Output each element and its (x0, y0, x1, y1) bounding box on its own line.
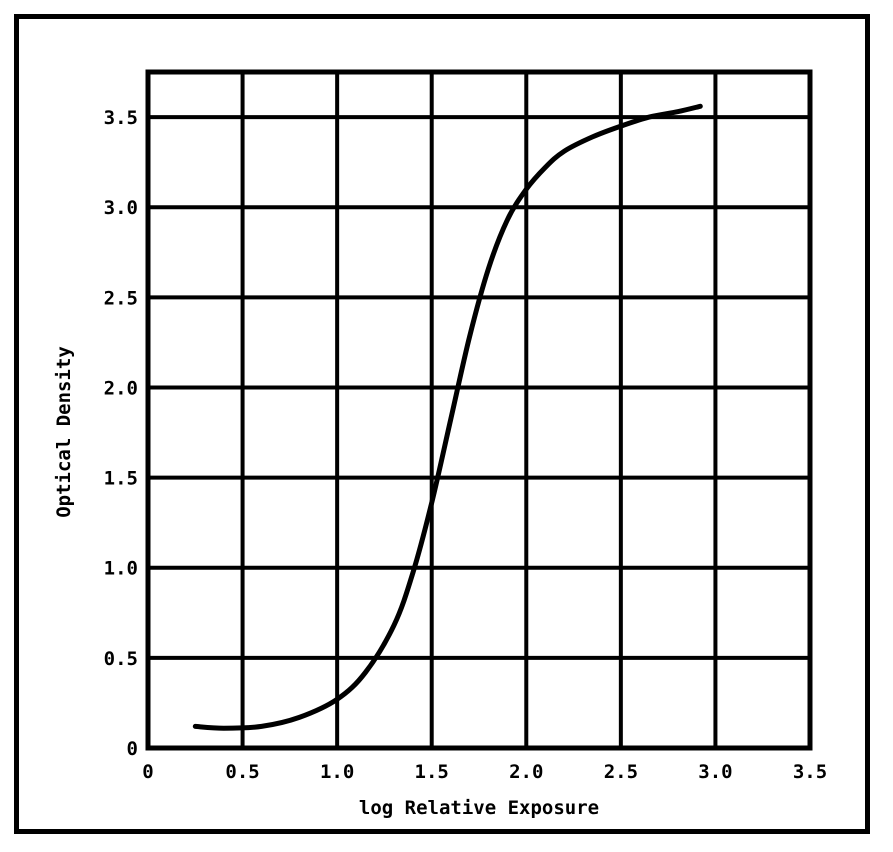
x-tick-label-4: 2.0 (509, 761, 543, 783)
x-tick-label-7: 3.5 (793, 761, 827, 783)
y-tick-label-7: 3.5 (104, 107, 138, 129)
x-tick-label-0: 0 (142, 761, 153, 783)
x-tick-label-6: 3.0 (698, 761, 732, 783)
x-axis-title: log Relative Exposure (359, 797, 599, 819)
x-tick-label-1: 0.5 (225, 761, 259, 783)
x-tick-label-3: 1.5 (415, 761, 449, 783)
x-tick-label-5: 2.5 (604, 761, 638, 783)
y-tick-labels: 0 0.5 1.0 1.5 2.0 2.5 3.0 3.5 (104, 107, 138, 760)
y-tick-label-2: 1.0 (104, 558, 138, 580)
series-line-0 (192, 103, 703, 731)
grid (148, 72, 812, 748)
y-tick-label-4: 2.0 (104, 377, 138, 399)
y-axis-title: Optical Density (53, 346, 75, 518)
y-tick-label-5: 2.5 (104, 287, 138, 309)
y-tick-label-3: 1.5 (104, 468, 138, 490)
x-tick-labels: 0 0.5 1.0 1.5 2.0 2.5 3.0 3.5 (142, 761, 827, 783)
x-tick-label-2: 1.0 (320, 761, 354, 783)
y-tick-label-6: 3.0 (104, 197, 138, 219)
chart-frame (14, 14, 870, 834)
series-layer (192, 103, 703, 731)
plot-area (145, 69, 813, 751)
y-tick-label-0: 0 (127, 738, 138, 760)
y-tick-label-1: 0.5 (104, 648, 138, 670)
